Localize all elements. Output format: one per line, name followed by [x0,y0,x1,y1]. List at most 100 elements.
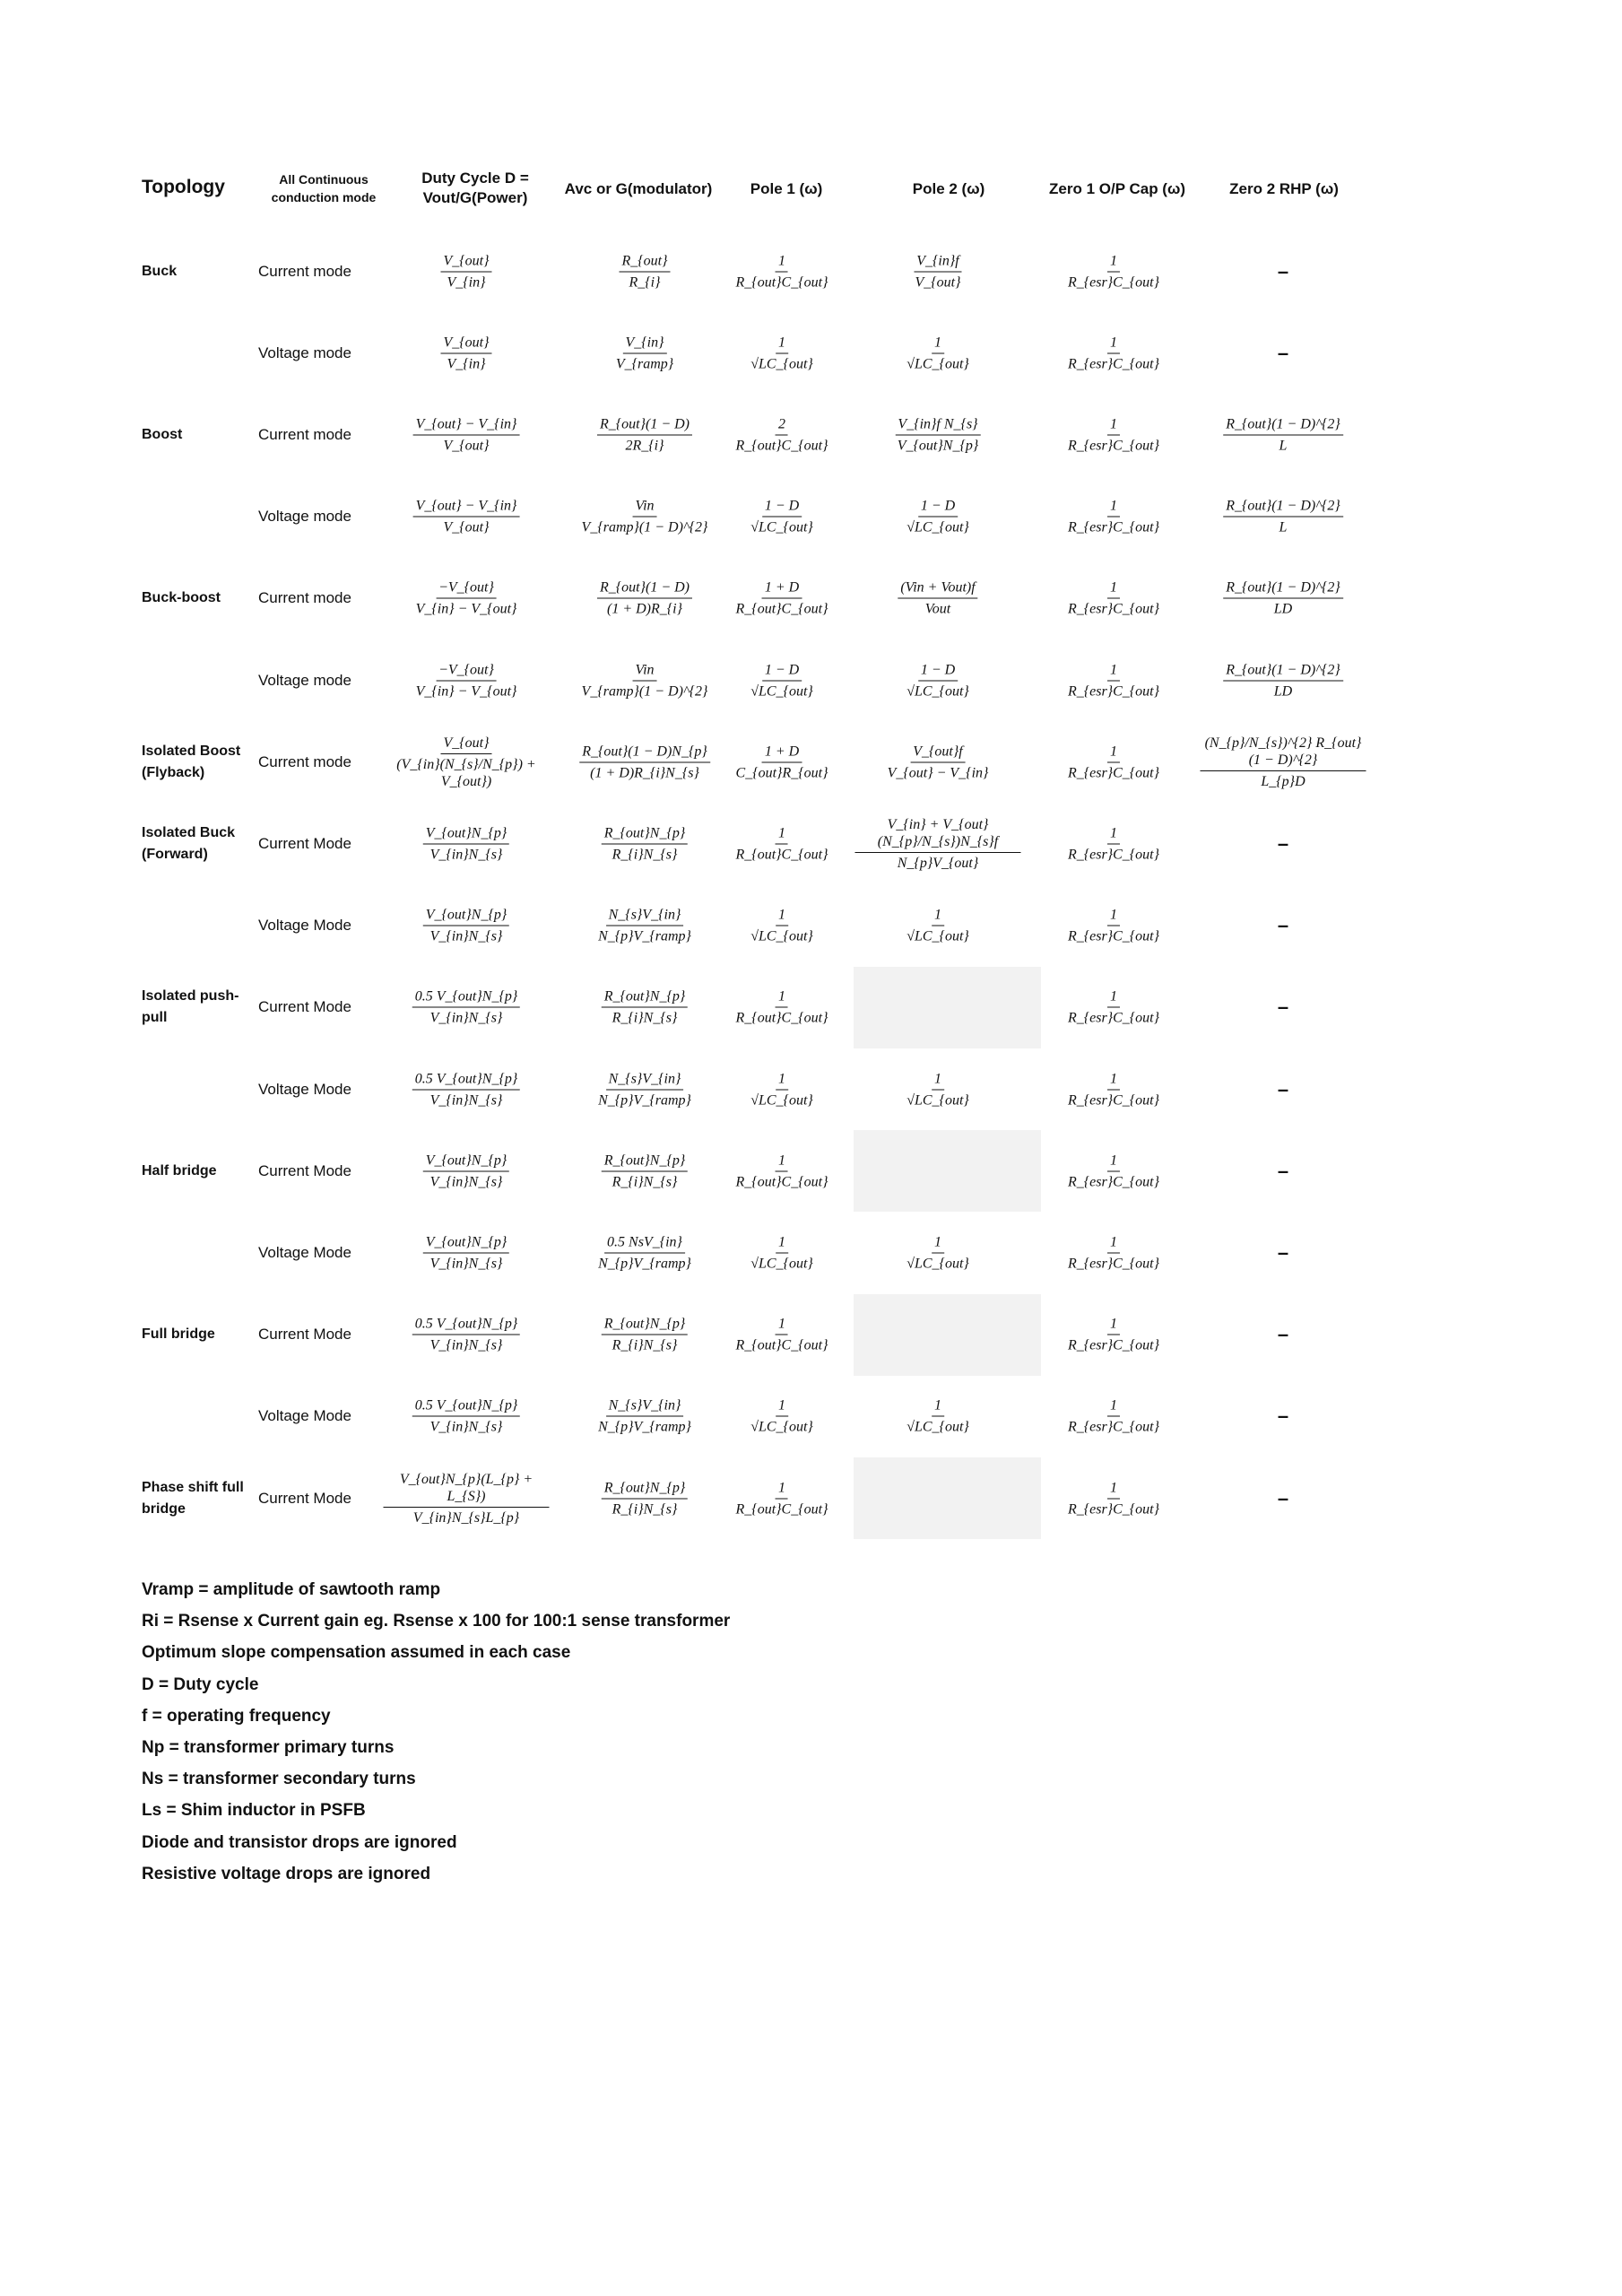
denominator: R_{out}C_{out} [735,274,828,290]
denominator: LD [1273,683,1293,699]
pole2-formula: 1 − D √LC_{out} [904,661,972,700]
numerator: 1 [1106,743,1120,763]
topology-label: Half bridge [142,1162,217,1178]
denominator: R_{out}C_{out} [735,1337,828,1353]
zero2-dash: – [1277,831,1289,855]
duty-formula: V_{out} V_{in} [440,252,492,291]
note-line: Ns = transformer secondary turns [142,1770,416,1789]
denominator: N_{p}V_{ramp} [598,1419,691,1435]
note-line: Ri = Rsense x Current gain eg. Rsense x … [142,1612,731,1631]
numerator: 1 [1106,1070,1120,1090]
numerator: 1 [1106,1316,1120,1335]
pole2-formula: V_{out}f V_{out} − V_{in} [885,743,992,781]
denominator: V_{in}N_{s} [429,1419,503,1435]
denominator: √LC_{out} [750,1092,813,1108]
table-row: Full bridge Current Mode 0.5 V_{out}N_{p… [0,1293,1622,1376]
denominator: V_{out} [443,519,490,535]
numerator: 1 [776,1479,788,1499]
mode-label: Voltage Mode [258,917,351,935]
numerator: 1 − D [761,661,802,681]
denominator: √LC_{out} [750,683,813,699]
denominator: √LC_{out} [906,928,969,944]
zero1-formula: 1 R_{esr}C_{out} [1065,415,1162,454]
duty-formula: −V_{out} V_{in} − V_{out} [413,579,520,618]
pole1-formula: 1 √LC_{out} [748,1070,816,1109]
pole2-empty-cell [854,1130,1041,1213]
numerator: 1 [1106,1479,1120,1499]
numerator: V_{out}N_{p}(L_{p} + L_{S}) [383,1471,550,1508]
numerator: −V_{out} [436,661,497,681]
mode-label: Voltage Mode [258,1407,351,1425]
denominator: R_{esr}C_{out} [1067,1501,1160,1517]
denominator: 2R_{i} [625,438,664,454]
denominator: V_{ramp}(1 − D)^{2} [581,683,708,699]
table-row: Voltage Mode V_{out}N_{p} V_{in}N_{s} 0.… [0,1212,1622,1293]
numerator: 0.5 V_{out}N_{p} [412,1070,521,1090]
table-row: Phase shift full bridge Current Mode V_{… [0,1457,1622,1539]
zero1-formula: 1 R_{esr}C_{out} [1065,1152,1162,1190]
numerator: R_{out}N_{p} [601,1316,689,1335]
numerator: 1 [1106,498,1120,517]
numerator: 1 [932,1397,944,1417]
denominator: V_{in}N_{s} [429,928,503,944]
numerator: 1 [1106,252,1120,272]
denominator: √LC_{out} [906,519,969,535]
numerator: Vin [632,498,657,517]
avc-formula: R_{out}(1 − D) 2R_{i} [596,415,693,454]
mode-label: Current mode [258,425,351,443]
mode-label: Current Mode [258,834,351,852]
pole2-formula: 1 − D √LC_{out} [904,498,972,536]
numerator: V_{out}N_{p} [422,1152,510,1172]
duty-formula: V_{out}N_{p} V_{in}N_{s} [422,907,510,945]
topology-label: Full bridge [142,1326,215,1343]
numerator: (Vin + Vout)f [898,579,978,599]
denominator: R_{out}C_{out} [735,601,828,617]
numerator: 1 [932,1070,944,1090]
table-row: Buck-boost Current mode −V_{out} V_{in} … [0,558,1622,639]
note-line: Ls = Shim inductor in PSFB [142,1801,366,1821]
numerator: V_{out} − V_{in} [412,498,520,517]
numerator: 0.5 V_{out}N_{p} [412,1316,521,1335]
table-row: Buck Current mode V_{out} V_{in} R_{out}… [0,230,1622,312]
numerator: V_{out} − V_{in} [412,415,520,436]
zero2-formula: R_{out}(1 − D)^{2} L [1223,415,1343,454]
note-line: Diode and transistor drops are ignored [142,1832,457,1852]
table-row: Voltage mode V_{out} − V_{in} V_{out} Vi… [0,476,1622,558]
zero2-dash: – [1277,1077,1289,1100]
denominator: R_{esr}C_{out} [1067,1010,1160,1026]
pole2-formula: 1 √LC_{out} [904,1070,972,1109]
zero2-dash: – [1277,1405,1289,1428]
duty-formula: V_{out}N_{p} V_{in}N_{s} [422,824,510,863]
denominator: V_{in} − V_{out} [415,683,517,699]
denominator: N_{p}V_{ramp} [598,928,691,944]
numerator: R_{out}(1 − D) [596,415,693,436]
numerator: R_{out}(1 − D)^{2} [1223,661,1343,681]
numerator: 1 [776,1316,788,1335]
duty-formula: 0.5 V_{out}N_{p} V_{in}N_{s} [412,988,521,1027]
numerator: 1 [776,1397,788,1417]
duty-formula: V_{out}N_{p} V_{in}N_{s} [422,1233,510,1272]
numerator: R_{out}N_{p} [601,1152,689,1172]
zero2-formula: R_{out}(1 − D)^{2} LD [1223,661,1343,700]
denominator: V_{in} − V_{out} [415,601,517,617]
numerator: V_{out}N_{p} [422,1233,510,1254]
denominator: R_{esr}C_{out} [1067,1256,1160,1272]
denominator: R_{esr}C_{out} [1067,274,1160,290]
duty-formula: V_{out} (V_{in}(N_{s}/N_{p}) + V_{out}) [384,735,550,790]
denominator: √LC_{out} [906,356,969,372]
denominator: V_{out} − V_{in} [887,765,989,781]
numerator: 2 [776,415,788,436]
numerator: R_{out}N_{p} [601,988,689,1008]
note-line: f = operating frequency [142,1706,331,1726]
denominator: L_{p}D [1261,773,1305,789]
table-row: Isolated Boost (Flyback) Current mode V_… [0,721,1622,803]
duty-formula: V_{out} V_{in} [440,334,492,372]
denominator: C_{out}R_{out} [735,765,828,781]
table-row: Voltage Mode 0.5 V_{out}N_{p} V_{in}N_{s… [0,1048,1622,1130]
zero2-dash: – [1277,1159,1289,1182]
denominator: LD [1273,601,1293,617]
denominator: R_{i} [629,274,661,290]
duty-formula: V_{out}N_{p} V_{in}N_{s} [422,1152,510,1190]
denominator: V_{ramp} [615,356,674,372]
numerator: 1 + D [761,743,802,763]
